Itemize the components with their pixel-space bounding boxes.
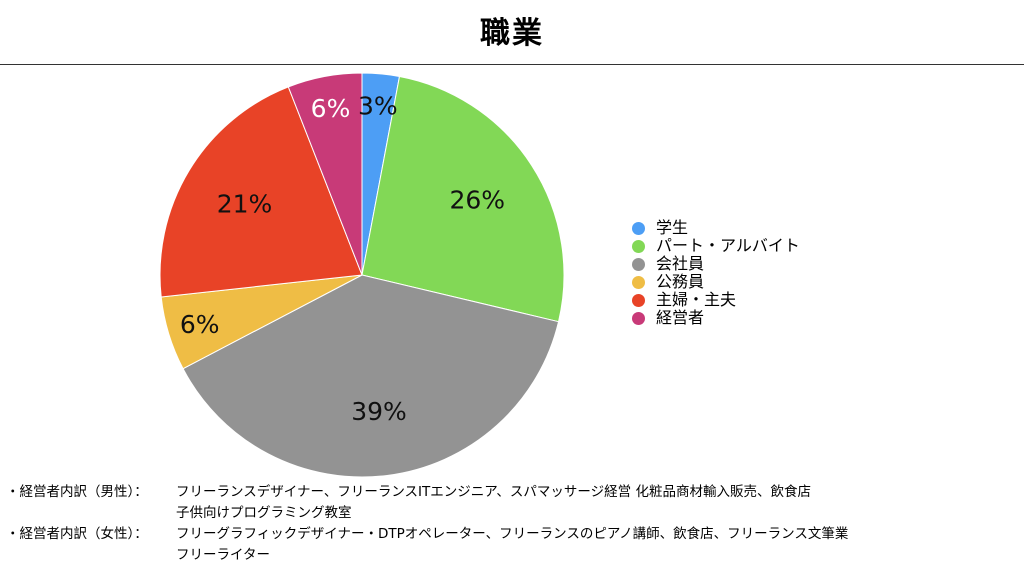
legend-swatch <box>632 239 645 253</box>
slice-data-label: 26% <box>449 186 505 215</box>
note-label: ・経営者内訳（女性）： <box>6 526 148 542</box>
chart-title: 職業 <box>480 16 544 51</box>
note-label: ・経営者内訳（男性）： <box>6 484 148 500</box>
pie-slice-labels: 3% 26% 39% 6% 21% 6% <box>180 92 505 426</box>
legend-swatch <box>632 275 645 289</box>
legend-item: 主婦・主夫 <box>632 291 800 309</box>
chart-legend: 学生 パート・アルバイト 会社員 公務員 主婦・主夫 経営者 <box>632 219 800 327</box>
legend-item: 会社員 <box>632 255 800 273</box>
legend-item: 公務員 <box>632 273 800 291</box>
note-female-owners: ・経営者内訳（女性）： フリーグラフィックデザイナー・DTPオペレーター、フリー… <box>6 524 848 566</box>
legend-item: 学生 <box>632 219 800 237</box>
slice-data-label: 39% <box>351 397 407 426</box>
legend-label: 学生 <box>656 218 689 237</box>
slice-data-label: 6% <box>180 310 220 339</box>
slice-data-label: 21% <box>217 189 273 218</box>
legend-swatch <box>632 257 645 271</box>
pie-slice-2 <box>182 274 560 478</box>
legend-swatch <box>632 221 645 235</box>
note-line: フリーランスデザイナー、フリーランスITエンジニア、スパマッサージ経営 化粧品商… <box>176 484 811 500</box>
legend-label: 会社員 <box>656 254 705 273</box>
title-divider <box>0 64 1024 65</box>
slice-data-label: 3% <box>358 92 398 121</box>
legend-label: 主婦・主夫 <box>656 290 737 309</box>
legend-label: 経営者 <box>656 308 705 327</box>
note-line: 子供向けプログラミング教室 <box>176 505 352 521</box>
pie-slice-1 <box>361 75 565 323</box>
pie-slice-5 <box>287 72 363 276</box>
note-line: フリーグラフィックデザイナー・DTPオペレーター、フリーランスのピアノ講師、飲食… <box>176 526 849 542</box>
legend-swatch <box>632 311 645 325</box>
legend-item: パート・アルバイト <box>632 237 800 255</box>
legend-label: パート・アルバイト <box>656 236 800 255</box>
note-line: フリーライター <box>176 547 270 563</box>
legend-item: 経営者 <box>632 309 800 327</box>
legend-label: 公務員 <box>656 272 705 291</box>
note-male-owners: ・経営者内訳（男性）： フリーランスデザイナー、フリーランスITエンジニア、スパ… <box>6 482 848 524</box>
legend-swatch <box>632 293 645 307</box>
pie-slices <box>159 72 565 478</box>
pie-slice-4 <box>159 86 363 298</box>
notes: ・経営者内訳（男性）： フリーランスデザイナー、フリーランスITエンジニア、スパ… <box>6 482 848 566</box>
slice-data-label: 6% <box>311 94 351 123</box>
